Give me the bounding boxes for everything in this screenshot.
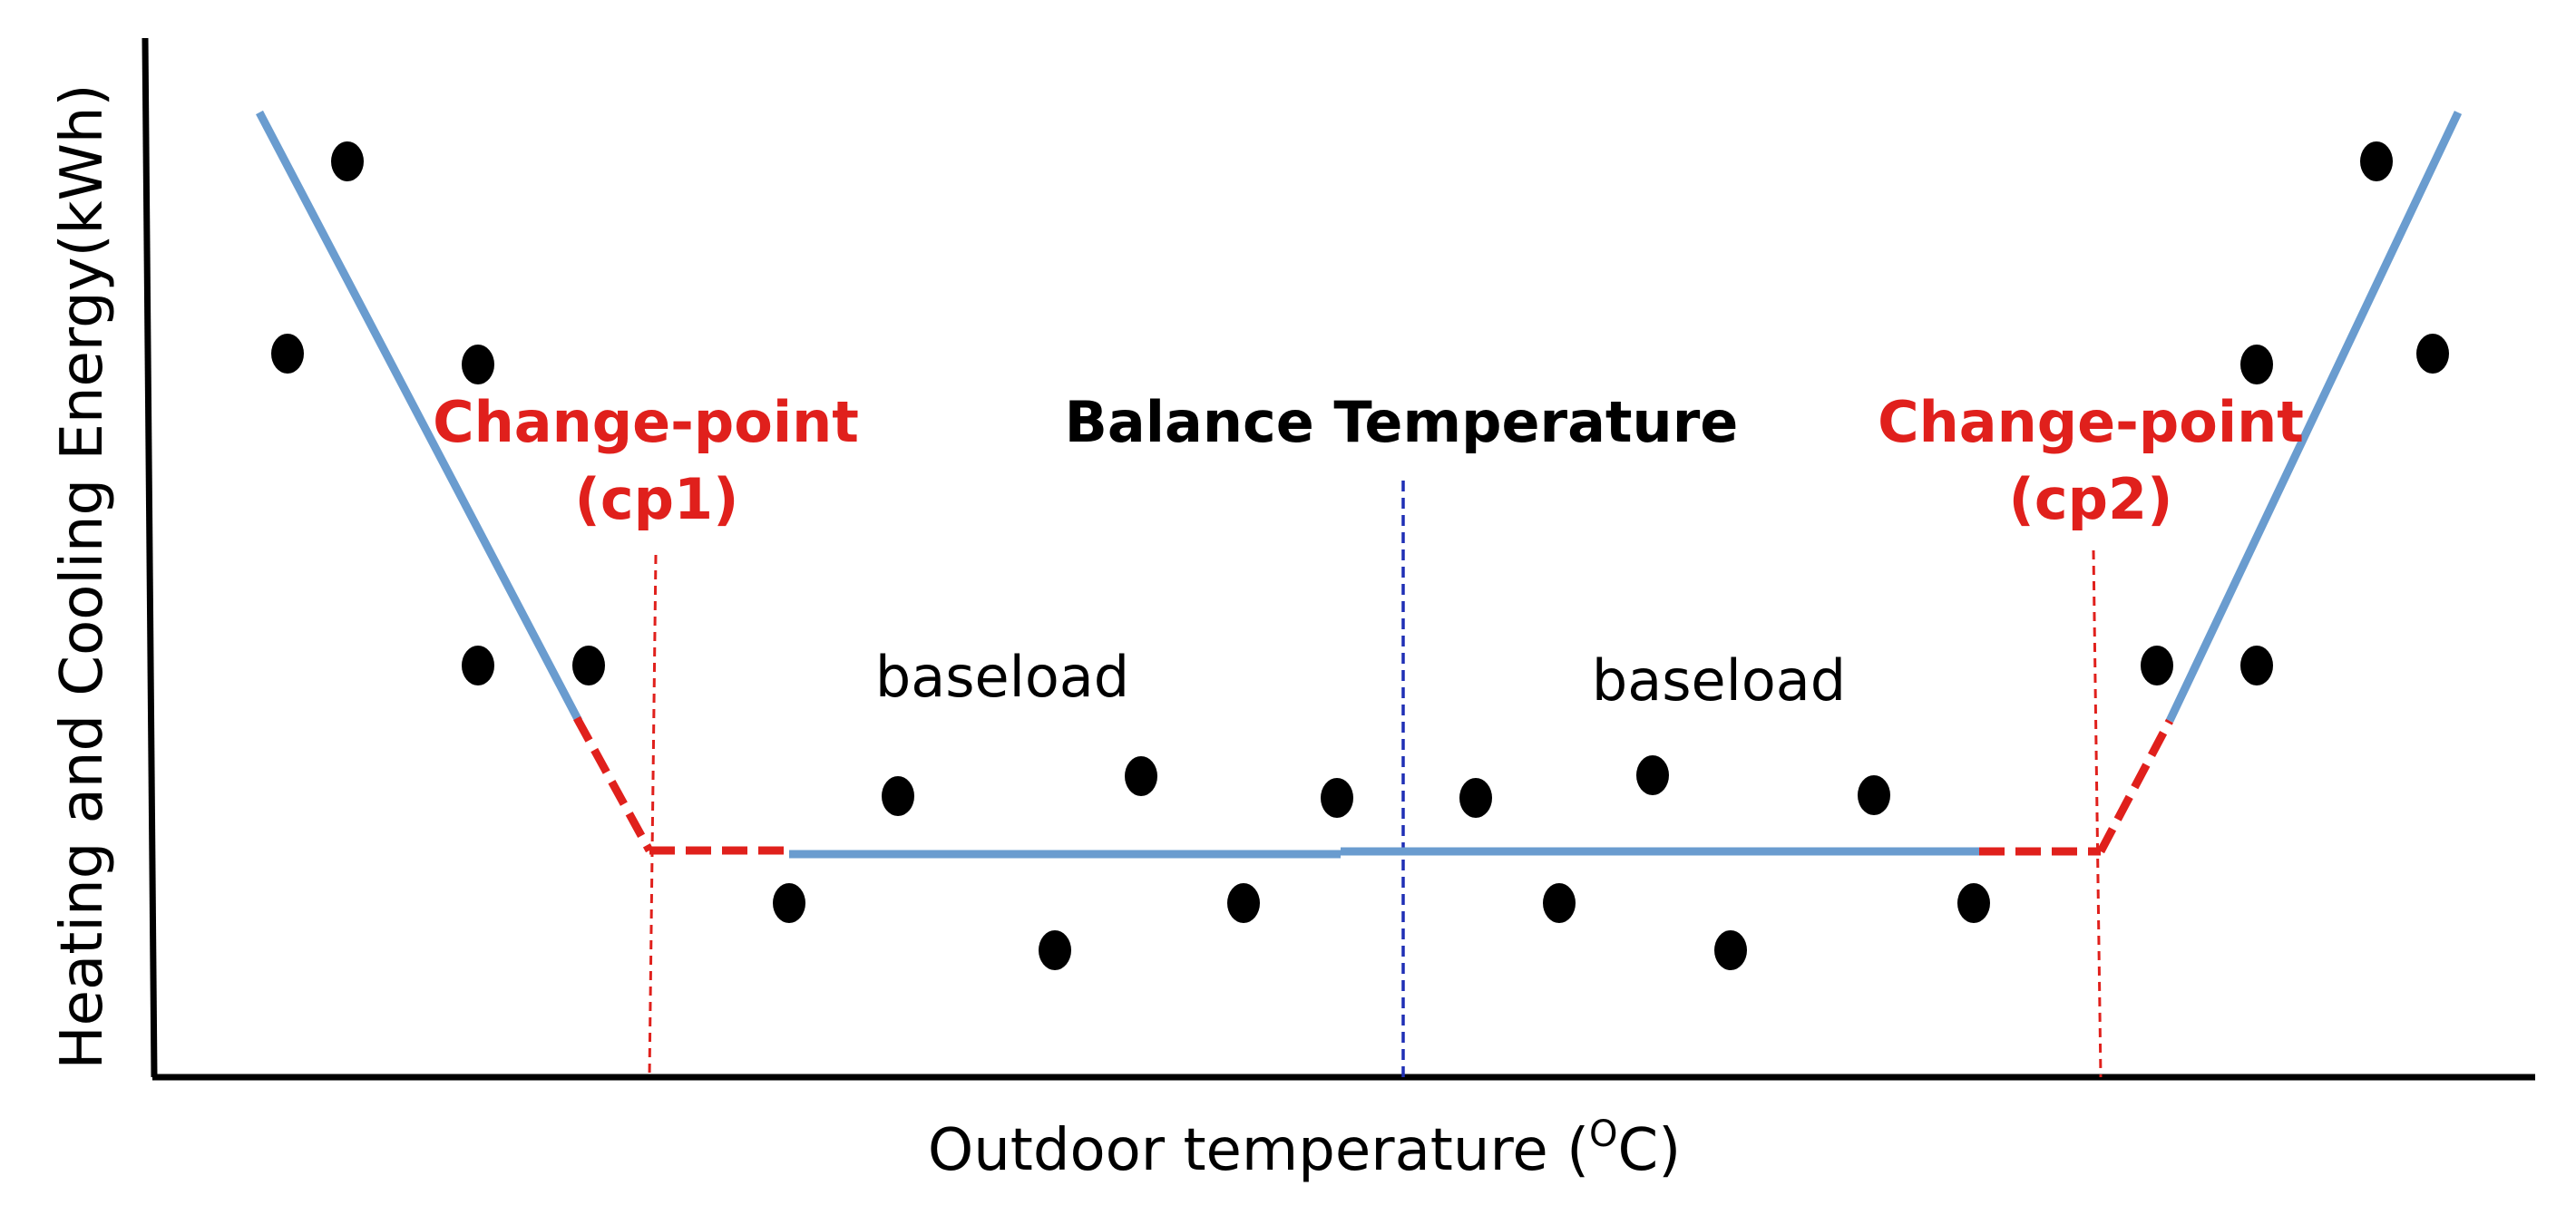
cp1-reference-line (648, 554, 658, 1078)
baseload-label-right: baseload (1592, 647, 1846, 714)
data-point (2240, 345, 2273, 384)
data-point (1321, 778, 1353, 818)
baseload-label-left: baseload (875, 644, 1129, 710)
data-point (1227, 883, 1260, 923)
data-point (1125, 756, 1157, 796)
data-point (2360, 141, 2393, 181)
y-axis (141, 37, 158, 1078)
cooling-slope-line (2165, 111, 2463, 723)
change-point-1-sublabel: (cp1) (575, 466, 739, 532)
data-points (271, 141, 2449, 970)
data-point (2141, 646, 2173, 685)
x-axis-label-degree: O (1589, 1113, 1617, 1155)
x-axis-label: Outdoor temperature (OC) (928, 1113, 1681, 1184)
balance-temperature-label: Balance Temperature (1065, 389, 1739, 455)
data-point (271, 334, 304, 374)
cp2-transition-slope (2097, 718, 2173, 854)
data-point (1459, 778, 1492, 818)
data-point (331, 141, 364, 181)
change-point-2-sublabel: (cp2) (2009, 466, 2173, 532)
heating-slope-line (256, 110, 582, 724)
change-point-2-label: Change-point (1878, 389, 2304, 455)
data-point (2240, 646, 2273, 685)
data-point (1039, 930, 1071, 970)
data-point (2416, 334, 2449, 374)
data-point (462, 345, 494, 384)
data-point (1714, 930, 1747, 970)
data-point (462, 646, 494, 685)
cp2-reference-line (2092, 549, 2103, 1078)
data-point (1858, 775, 1890, 815)
x-axis-label-prefix: Outdoor temperature ( (928, 1117, 1589, 1184)
cp1-transition-slope (573, 715, 653, 853)
x-axis-label-suffix: C) (1618, 1117, 1682, 1184)
data-point (773, 883, 805, 923)
data-point (1957, 883, 1990, 923)
y-axis-label: Heating and Cooling Energy(kWh) (49, 84, 116, 1070)
data-point (1543, 883, 1576, 923)
data-point (882, 776, 914, 816)
data-point (1636, 755, 1669, 795)
change-point-1-label: Change-point (433, 389, 859, 455)
data-point (572, 646, 605, 685)
